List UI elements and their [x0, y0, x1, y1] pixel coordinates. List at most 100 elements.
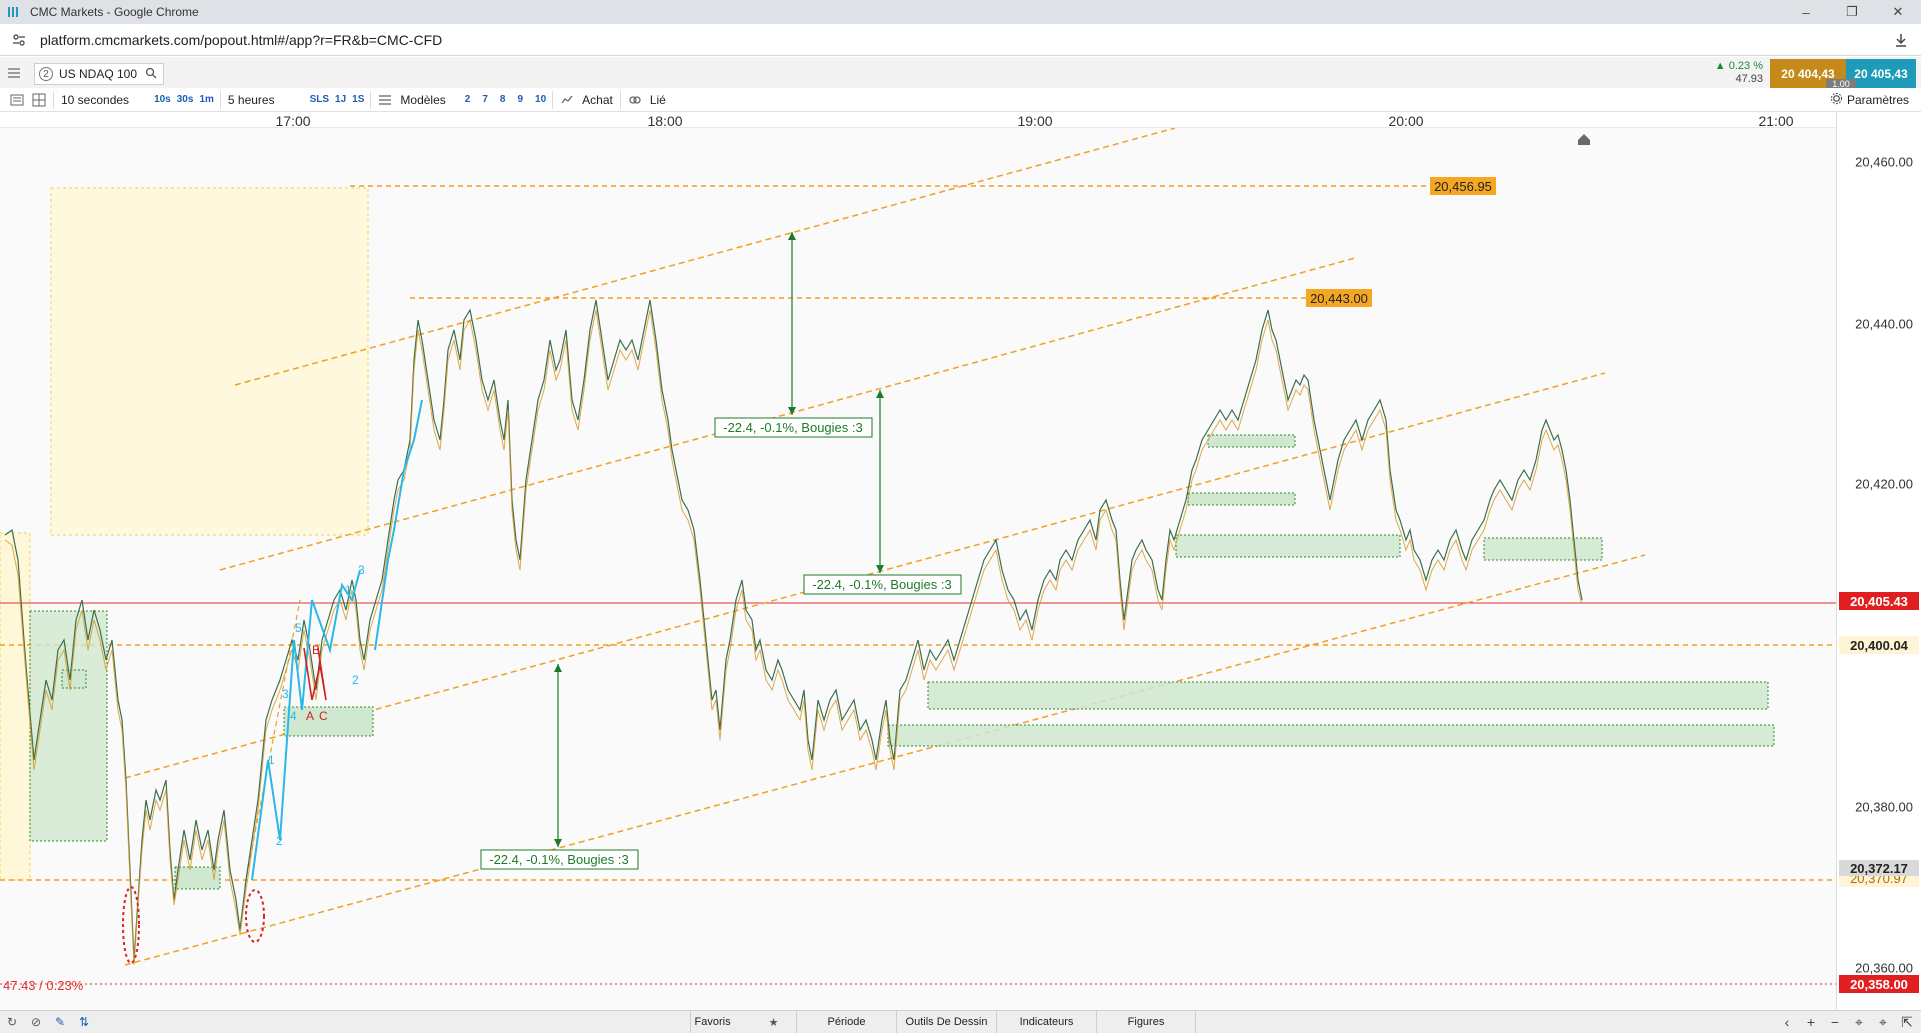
- period-selector[interactable]: 5 heures: [227, 92, 275, 107]
- close-icon[interactable]: ✕: [1892, 4, 1904, 19]
- templates-button[interactable]: Modèles: [400, 92, 446, 107]
- layout-2-button[interactable]: 2: [464, 94, 471, 105]
- measure-label: -22.4, -0.1%, Bougies :3: [489, 852, 628, 867]
- demand-zone[interactable]: [174, 866, 221, 890]
- change-percent: ▲ 0.23 %: [1714, 60, 1763, 72]
- period-sls-button[interactable]: SLS: [309, 94, 330, 105]
- arrow-head-icon: [876, 565, 884, 573]
- supply-zone[interactable]: [1483, 537, 1603, 561]
- figures-menu[interactable]: Figures: [1096, 1011, 1196, 1033]
- highlight-zone[interactable]: [50, 187, 369, 536]
- period-1s-button[interactable]: 1S: [352, 94, 365, 105]
- low-marker-ellipse[interactable]: [245, 889, 265, 943]
- period-1j-button[interactable]: 1J: [335, 94, 347, 105]
- site-info-icon[interactable]: [8, 29, 30, 51]
- settings-button[interactable]: Paramètres: [1830, 90, 1909, 110]
- wave-label: 3: [358, 563, 365, 577]
- elliott-wave-line[interactable]: [251, 569, 361, 881]
- indicators-menu[interactable]: Indicateurs: [996, 1011, 1096, 1033]
- interval-30s-button[interactable]: 30s: [176, 94, 194, 105]
- time-tick: 17:00: [275, 113, 311, 129]
- level-label: 20,456.95: [1434, 179, 1492, 194]
- period-menu[interactable]: Période: [796, 1011, 896, 1033]
- favorites-menu[interactable]: Favoris ★: [690, 1011, 782, 1033]
- reset-view-icon[interactable]: ⌖: [1879, 1013, 1887, 1030]
- search-icon[interactable]: [145, 67, 157, 82]
- drawing-tools-menu[interactable]: Outils De Dessin: [896, 1011, 996, 1033]
- trade-side-icon[interactable]: [556, 89, 578, 111]
- price-tick: 20,440.00: [1855, 316, 1913, 332]
- demand-zone[interactable]: [283, 706, 374, 737]
- toolbar-divider: [619, 90, 621, 109]
- demand-zone[interactable]: [61, 669, 87, 689]
- zoom-out-icon[interactable]: −: [1830, 1014, 1840, 1030]
- trade-side-button[interactable]: Achat: [582, 92, 613, 107]
- wave-label: 5: [295, 621, 302, 635]
- abc-label: C: [319, 709, 328, 723]
- time-tick: 19:00: [1017, 113, 1053, 129]
- interval-1m-button[interactable]: 1m: [199, 94, 214, 105]
- elliott-wave-line[interactable]: [374, 399, 423, 651]
- price-series-overlay: [4, 309, 1583, 966]
- supply-zone[interactable]: [1175, 534, 1401, 558]
- zoom-in-icon[interactable]: +: [1806, 1014, 1816, 1030]
- favorites-label: Favoris: [694, 1016, 731, 1028]
- link-button[interactable]: Lié: [649, 92, 666, 107]
- layout-9-button[interactable]: 9: [517, 94, 524, 105]
- measure-label-box[interactable]: [480, 849, 639, 870]
- price-tick: 20,380.00: [1855, 799, 1913, 815]
- layout-grid-icon[interactable]: [28, 89, 50, 111]
- wave-label: 2: [352, 673, 359, 687]
- measure-label-box[interactable]: [714, 417, 873, 438]
- fit-icon[interactable]: ⌖: [1855, 1013, 1863, 1030]
- channel-line[interactable]: [124, 554, 1646, 966]
- price-chart[interactable]: -22.4, -0.1%, Bougies :3 -22.4, -0.1%, B…: [0, 127, 1836, 1010]
- toolbar-divider: [552, 90, 554, 109]
- list-icon[interactable]: [6, 89, 28, 111]
- layout-8-button[interactable]: 8: [499, 94, 506, 105]
- link-icon[interactable]: [624, 89, 646, 111]
- refresh-icon[interactable]: ↻: [6, 1015, 18, 1029]
- demand-zone[interactable]: [887, 724, 1775, 747]
- low-price-tag: 20,358.00: [1839, 975, 1919, 993]
- supply-zone[interactable]: [1207, 434, 1296, 448]
- menu-icon[interactable]: [6, 66, 26, 82]
- current-price-tag: 20,405.43: [1839, 592, 1919, 610]
- wave-label: 2: [276, 834, 283, 848]
- buy-price-button[interactable]: 20 405,43: [1846, 59, 1916, 89]
- abc-label: A: [306, 709, 314, 723]
- channel-line[interactable]: [219, 257, 1356, 571]
- pencil-icon[interactable]: ✎: [54, 1015, 66, 1029]
- instrument-selector[interactable]: 2 US NDAQ 100: [34, 63, 164, 85]
- measure-label-box[interactable]: [803, 574, 962, 595]
- chart-canvas[interactable]: -22.4, -0.1%, Bougies :3 -22.4, -0.1%, B…: [0, 127, 1836, 1010]
- channel-line[interactable]: [234, 127, 1176, 386]
- templates-icon[interactable]: [374, 89, 396, 111]
- hide-icon[interactable]: ⊘: [30, 1015, 42, 1029]
- download-icon[interactable]: [1891, 30, 1911, 50]
- scroll-marker-icon[interactable]: [1578, 134, 1590, 145]
- price-axis[interactable]: 20,460.00 20,440.00 20,420.00 20,380.00 …: [1836, 112, 1921, 1010]
- measure-label: -22.4, -0.1%, Bougies :3: [723, 420, 862, 435]
- crosshair-icon[interactable]: ⇅: [78, 1015, 90, 1029]
- layout-7-button[interactable]: 7: [482, 94, 488, 105]
- toolbar-divider: [53, 90, 54, 109]
- low-marker-ellipse[interactable]: [122, 886, 140, 964]
- minimize-icon[interactable]: –: [1802, 4, 1810, 20]
- supply-zone[interactable]: [1187, 492, 1296, 506]
- restore-icon[interactable]: ❐: [1846, 4, 1858, 19]
- demand-zone[interactable]: [927, 681, 1769, 710]
- instrument-name: US NDAQ 100: [59, 67, 138, 81]
- interval-selector[interactable]: 10 secondes: [61, 92, 130, 107]
- highlight-zone[interactable]: [0, 532, 31, 881]
- level-price-tag: 20,372.17: [1839, 860, 1919, 876]
- scroll-left-icon[interactable]: ‹: [1784, 1014, 1790, 1030]
- layout-10-button[interactable]: 10: [535, 94, 547, 105]
- abc-correction-line[interactable]: [303, 647, 327, 701]
- fullscreen-icon[interactable]: ⇱: [1901, 1013, 1913, 1030]
- demand-zone[interactable]: [29, 610, 108, 842]
- interval-10s-button[interactable]: 10s: [154, 94, 171, 105]
- level-label-box: [1306, 289, 1372, 307]
- period-label: Période: [827, 1016, 866, 1028]
- url-field[interactable]: platform.cmcmarkets.com/popout.html#/app…: [40, 31, 443, 48]
